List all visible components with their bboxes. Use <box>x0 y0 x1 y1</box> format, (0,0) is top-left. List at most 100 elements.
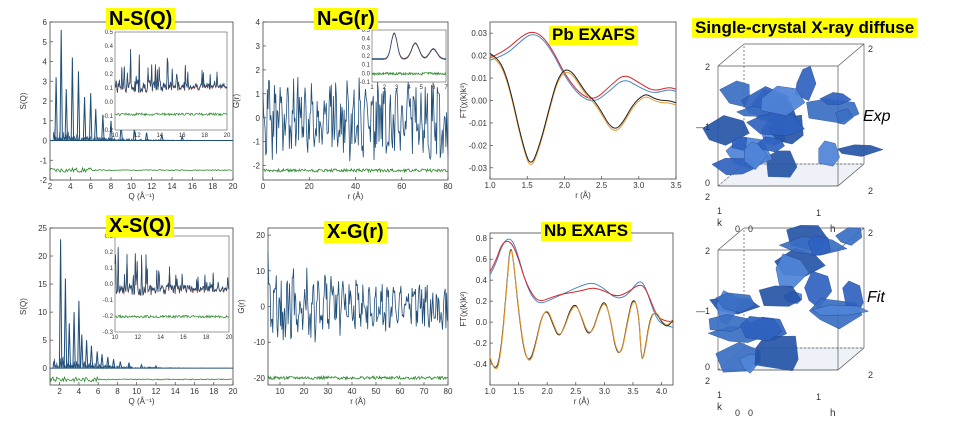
nb-ytick-label: 0.2 <box>476 297 488 306</box>
sc_fit-l-tick: 2 <box>868 228 873 238</box>
sc_fit-k-tick: 0 <box>735 408 740 418</box>
nsq-inset-ytick: 0.1 <box>105 86 114 92</box>
sc_exp-l-tick: —1 <box>696 122 710 132</box>
sc_fit-l-tick: —1 <box>696 306 710 316</box>
sc_fit-l-tick: 2 <box>705 246 710 256</box>
xsq-peak <box>58 239 63 369</box>
xgr-ytick-label: 10 <box>256 267 265 276</box>
xsq-xtick-label: 20 <box>229 387 238 396</box>
xsq-inset-xtick: 12 <box>134 335 141 341</box>
xsq-peak <box>106 356 110 369</box>
xsq-ylabel: S(Q) <box>19 298 28 315</box>
nb-xtick-label: 2.5 <box>570 387 582 396</box>
pb-ytick-label: -0.03 <box>469 164 488 173</box>
nsq-xtick-label: 18 <box>208 182 217 191</box>
ngr-inset-ytick: 0.3 <box>362 45 371 51</box>
nsq-xtick-label: 2 <box>48 182 53 191</box>
sc_exp-h-tick: 1 <box>816 208 821 218</box>
pb-black-series <box>489 52 677 163</box>
sc_exp-blob <box>835 108 854 125</box>
ngr-inset-xtick: 7 <box>444 85 448 91</box>
ngr-diff-line <box>262 167 449 174</box>
nsq-ytick-label: 0 <box>43 137 48 146</box>
nsq-xtick-label: 20 <box>229 182 238 191</box>
sc_fit-l-tick: 0 <box>705 362 710 372</box>
ngr-inset-xtick: 6 <box>432 85 436 91</box>
xsq-peak <box>111 359 116 369</box>
sc_exp-k-tick: 2 <box>705 192 710 202</box>
xsq-peak <box>63 278 68 369</box>
nb-xtick-label: 2.0 <box>542 387 554 396</box>
nb-xtick-label: 3.5 <box>627 387 639 396</box>
ngr-ytick-label: -1 <box>253 138 261 147</box>
nsq-peak <box>54 77 58 141</box>
sc_exp-k-label: k <box>717 218 723 229</box>
pb-title: Pb EXAFS <box>549 25 639 45</box>
xgr-xtick-label: 80 <box>444 387 453 396</box>
nsq-ytick-label: 6 <box>43 18 48 27</box>
sc_exp-h-label: h <box>830 224 836 235</box>
xsq-peak <box>84 340 89 369</box>
sc_exp-blob <box>757 136 785 153</box>
nb-xlabel: r (Å) <box>574 397 590 406</box>
nsq-inset-ytick: 0.4 <box>105 44 114 50</box>
xsq-inset-ytick: -0.2 <box>103 314 114 320</box>
sc_fit-blob <box>715 292 756 314</box>
nsq-inset-ytick: 0.0 <box>105 100 114 106</box>
nsq-peak <box>94 108 98 141</box>
nsq-peak <box>64 89 68 141</box>
xsq-xtick-label: 4 <box>77 387 82 396</box>
sc_exp-k-tick: 1 <box>717 206 722 216</box>
nb-xtick-label: 1.0 <box>484 387 496 396</box>
ngr-inset-ytick: -0.1 <box>360 80 371 86</box>
xgr-xtick-label: 30 <box>324 387 333 396</box>
nsq-diff-line <box>49 166 233 173</box>
sc_fit-blob <box>754 335 799 372</box>
pb-xtick-label: 1.0 <box>484 181 496 190</box>
pb-ylabel: FT(χ(k)k³) <box>459 83 468 119</box>
nsq-peak <box>59 29 63 141</box>
pb-ytick-label: 0.03 <box>471 29 487 38</box>
xsq-chart: 2 4 6 8 10 12 14 16 18 20 0 5 10 15 20 25 Q (Å⁻¹) S(Q) <box>19 224 238 406</box>
sc_fit-blob <box>835 227 863 246</box>
sc_fit-k-label: k <box>717 402 723 413</box>
xsq-inset-ytick: 0.1 <box>105 266 114 272</box>
nb-xtick-label: 4.0 <box>656 387 668 396</box>
xsq-inset-xtick: 16 <box>180 335 187 341</box>
pb-plot-frame <box>489 21 677 180</box>
nsq-ytick-label: -1 <box>40 156 48 165</box>
xsq-peak <box>72 312 76 369</box>
pb-ytick-label: 0.01 <box>471 74 487 83</box>
xgr-ytick-label: 20 <box>256 231 265 240</box>
nsq-title: N-S(Q) <box>106 8 176 30</box>
xgr-xtick-label: 20 <box>300 387 309 396</box>
sc_exp-h-tick: 0 <box>748 224 753 234</box>
nb-ytick-label: 0.8 <box>476 234 488 243</box>
nsq-ytick-label: 5 <box>43 38 48 47</box>
ngr-ytick-label: 2 <box>256 66 261 75</box>
xgr-ylabel: G(r) <box>237 299 246 314</box>
xsq-inset-xtick: 20 <box>226 335 233 341</box>
nsq-inset-xtick: 12 <box>134 133 141 139</box>
xgr-title: X-G(r) <box>324 221 387 243</box>
nsq-peak <box>101 114 105 141</box>
xsq-xtick-label: 10 <box>132 387 141 396</box>
nsq-ytick-label: 2 <box>43 97 48 106</box>
xsq-inset-diff-line <box>114 314 230 319</box>
nsq-peak <box>70 57 75 141</box>
ngr-title: N-G(r) <box>314 8 378 30</box>
nsq-ytick-label: 1 <box>43 117 48 126</box>
nsq-xtick-label: 6 <box>88 182 93 191</box>
sc_exp-blob <box>794 65 817 102</box>
ngr-ylabel: G(r) <box>232 94 241 109</box>
xsq-inset-data-line <box>114 246 230 296</box>
nb-ytick-label: 0.6 <box>476 255 488 264</box>
exp-label: Exp <box>863 108 891 125</box>
ngr-inset-xtick: 2 <box>383 85 387 91</box>
nsq-xtick-label: 14 <box>168 182 177 191</box>
nsq-xlabel: Q (Å⁻¹) <box>129 192 155 201</box>
ngr-inset-fit-line <box>372 33 446 60</box>
ngr-inset-ytick: 0.2 <box>362 54 371 60</box>
pb-xtick-label: 1.5 <box>522 181 534 190</box>
